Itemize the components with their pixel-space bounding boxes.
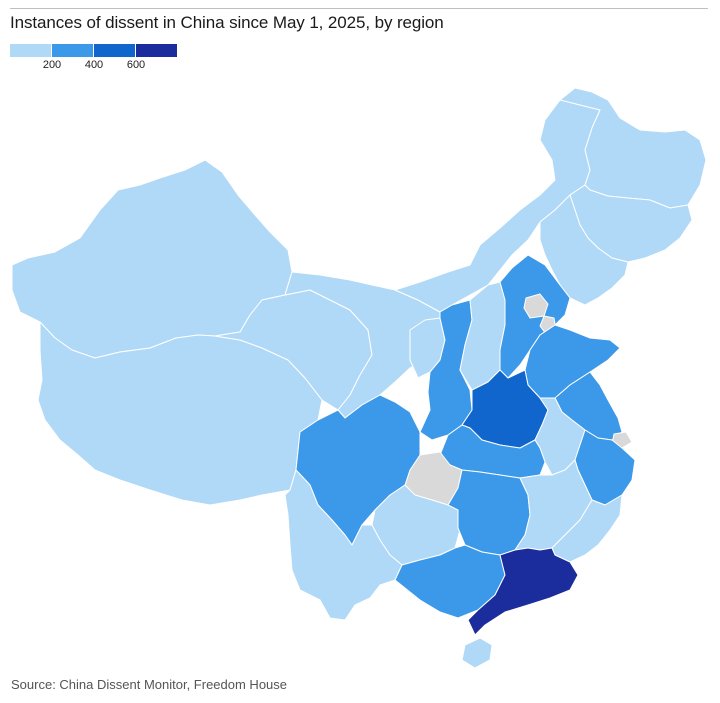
legend-swatches — [10, 44, 178, 57]
legend-swatch-4 — [136, 44, 178, 57]
legend-tick-200: 200 — [42, 59, 62, 71]
legend: 200 400 600 — [10, 44, 180, 76]
legend-swatch-3 — [94, 44, 136, 57]
chart-title: Instances of dissent in China since May … — [10, 13, 444, 32]
legend-swatch-1 — [10, 44, 52, 57]
region-hainan — [461, 637, 493, 669]
legend-tick-600: 600 — [126, 59, 146, 71]
top-rule — [10, 8, 708, 9]
region-yunnan — [284, 469, 403, 621]
china-region-map — [11, 87, 707, 669]
region-liaoning — [539, 194, 629, 306]
legend-tick-400: 400 — [84, 59, 104, 71]
region-gansu — [284, 271, 453, 419]
legend-swatch-2 — [52, 44, 94, 57]
source-note: Source: China Dissent Monitor, Freedom H… — [11, 677, 288, 692]
region-fujian — [551, 494, 623, 563]
region-hunan — [447, 469, 531, 556]
region-guangdong — [467, 547, 579, 636]
